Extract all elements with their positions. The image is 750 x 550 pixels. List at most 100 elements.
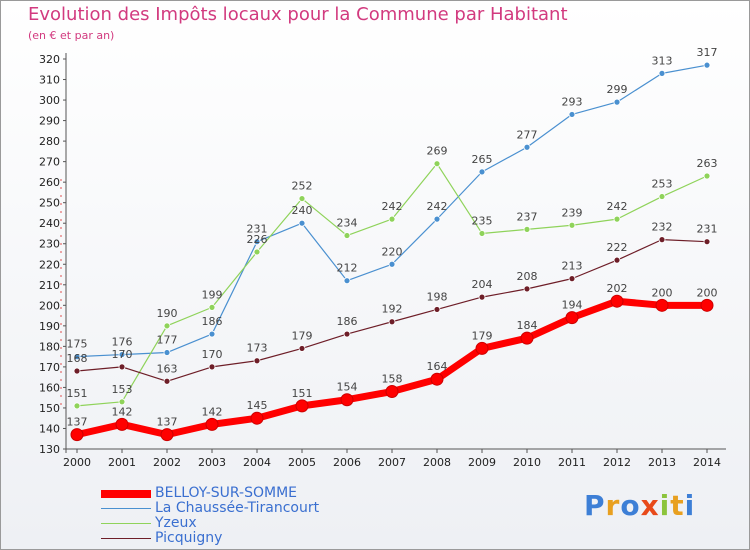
data-point-picquigny [613,256,621,264]
data-point-la-chauss-e-tirancourt [478,168,486,176]
data-label-yzeux: 153 [112,383,133,396]
data-label-la-chauss-e-tirancourt: 317 [697,46,718,59]
data-label-picquigny: 186 [337,315,358,328]
data-label-picquigny: 163 [157,362,178,375]
data-label-picquigny: 170 [112,348,133,361]
data-label-la-chauss-e-tirancourt: 212 [337,262,358,275]
data-point-la-chauss-e-tirancourt [568,111,576,118]
proxiti-logo: Proxiti [584,489,695,522]
data-label-yzeux: 252 [292,180,313,193]
data-label-belloy-sur-somme: 154 [337,381,358,394]
data-point-la-chauss-e-tirancourt [433,215,441,223]
data-label-yzeux: 234 [337,217,358,230]
data-label-yzeux: 242 [607,200,628,213]
data-label-belloy-sur-somme: 151 [292,387,313,400]
data-label-belloy-sur-somme: 179 [472,329,493,342]
y-tick-label: 250 [39,197,60,210]
x-tick-label: 2001 [108,456,136,469]
data-point-picquigny [388,318,396,326]
data-point-yzeux [658,193,666,200]
legend-swatch [101,522,151,525]
y-tick-label: 240 [39,217,60,230]
y-tick-label: 300 [39,94,60,107]
data-label-belloy-sur-somme: 145 [247,399,268,412]
data-point-la-chauss-e-tirancourt [343,277,351,285]
y-tick-label: 190 [39,320,60,333]
data-label-la-chauss-e-tirancourt: 242 [427,200,448,213]
y-tick-label: 130 [39,443,60,456]
data-label-yzeux: 190 [157,307,178,320]
y-tick-label: 230 [39,238,60,251]
y-tick-label: 220 [39,258,60,271]
legend-swatch [101,537,151,540]
data-label-belloy-sur-somme: 200 [652,286,673,299]
data-label-belloy-sur-somme: 142 [202,405,223,418]
data-point-belloy-sur-somme [70,428,84,442]
data-point-belloy-sur-somme [700,298,714,312]
data-label-belloy-sur-somme: 142 [112,405,133,418]
legend-label: Picquigny [155,530,223,546]
data-label-yzeux: 235 [472,214,493,227]
data-point-la-chauss-e-tirancourt [118,351,126,358]
y-tick-label: 270 [39,156,60,169]
data-point-la-chauss-e-tirancourt [523,143,531,151]
data-point-yzeux [433,160,441,168]
data-point-la-chauss-e-tirancourt [163,349,171,356]
data-label-yzeux: 263 [697,157,718,170]
data-point-yzeux [478,230,486,237]
data-label-la-chauss-e-tirancourt: 265 [472,153,493,166]
data-label-picquigny: 213 [562,260,583,273]
data-point-yzeux [253,248,261,256]
data-label-picquigny: 198 [427,290,448,303]
data-point-yzeux [118,398,126,406]
data-point-picquigny [658,236,666,244]
data-label-belloy-sur-somme: 200 [697,286,718,299]
data-point-belloy-sur-somme [205,417,219,431]
y-tick-label: 200 [39,299,60,312]
y-tick-label: 180 [39,340,60,353]
data-point-belloy-sur-somme [250,411,264,425]
data-point-picquigny [703,238,711,246]
data-point-belloy-sur-somme [610,294,624,308]
data-label-belloy-sur-somme: 164 [427,360,448,373]
data-point-picquigny [73,367,81,375]
data-label-yzeux: 226 [247,233,268,246]
y-tick-label: 210 [39,279,60,292]
data-label-yzeux: 199 [202,288,223,301]
data-label-la-chauss-e-tirancourt: 175 [67,338,88,351]
logo-letter: r [605,489,621,522]
data-point-belloy-sur-somme [160,428,174,442]
x-tick-label: 2007 [378,456,406,469]
data-label-yzeux: 237 [517,210,538,223]
data-label-la-chauss-e-tirancourt: 220 [382,245,403,258]
data-point-picquigny [253,357,261,365]
data-point-yzeux [343,232,351,239]
data-label-belloy-sur-somme: 137 [157,416,178,429]
data-point-yzeux [388,215,396,223]
x-tick-label: 2012 [603,456,631,469]
chart-title: Evolution des Impôts locaux pour la Comm… [28,4,568,25]
y-tick-label: 310 [39,74,60,87]
y-tick-label: 140 [39,422,60,435]
data-point-la-chauss-e-tirancourt [73,353,81,361]
data-label-picquigny: 168 [67,352,88,365]
data-point-yzeux [613,215,621,223]
data-point-la-chauss-e-tirancourt [388,260,396,268]
data-label-la-chauss-e-tirancourt: 293 [562,95,583,108]
data-point-belloy-sur-somme [520,331,534,345]
data-point-la-chauss-e-tirancourt [613,98,621,106]
data-point-la-chauss-e-tirancourt [208,330,216,338]
y-tick-label: 170 [39,361,60,374]
data-label-la-chauss-e-tirancourt: 299 [607,83,628,96]
data-point-yzeux [568,221,576,229]
data-point-belloy-sur-somme [385,385,399,399]
data-label-la-chauss-e-tirancourt: 313 [652,54,673,67]
data-point-picquigny [433,306,441,313]
x-tick-label: 2013 [648,456,676,469]
x-tick-label: 2010 [513,456,541,469]
y-tick-label: 150 [39,402,60,415]
data-label-la-chauss-e-tirancourt: 240 [292,204,313,217]
data-point-picquigny [208,363,216,371]
logo-letter: i [684,489,696,522]
